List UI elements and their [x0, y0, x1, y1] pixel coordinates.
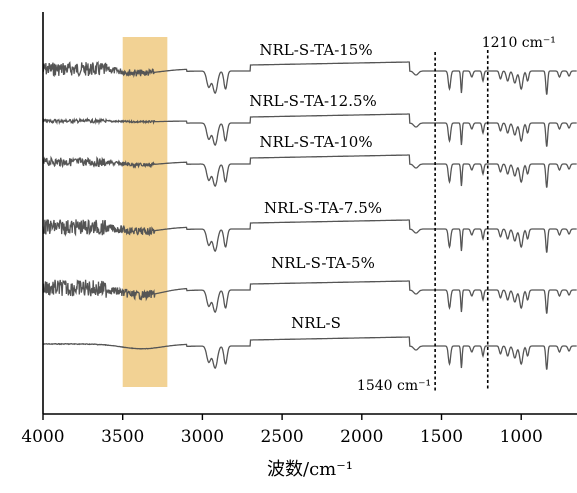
- ref-label-1540: 1540 cm⁻¹: [357, 378, 431, 394]
- reference-lines: 1540 cm⁻¹ 1210 cm⁻¹: [357, 35, 556, 394]
- x-ticks: 4000 3500 3000 2500 2000 1500 1000: [21, 414, 543, 447]
- ref-label-1210: 1210 cm⁻¹: [482, 35, 556, 51]
- x-axis-label: 波数/cm⁻¹: [267, 459, 353, 480]
- series-label: NRL-S: [291, 314, 341, 332]
- x-tick-label: 2000: [340, 427, 383, 447]
- series-group: [42, 60, 577, 370]
- series-line: [42, 279, 577, 314]
- highlight-band: [122, 37, 168, 387]
- series-line: [42, 154, 577, 188]
- axes: [42, 12, 577, 415]
- x-tick-label: 4000: [21, 427, 64, 447]
- series-label: NRL-S-TA-7.5%: [264, 199, 382, 217]
- x-tick-label: 2500: [260, 427, 303, 447]
- x-tick-label: 1500: [420, 427, 463, 447]
- series-label: NRL-S-TA-5%: [271, 254, 375, 272]
- series-labels: NRL-S-TA-15% NRL-S-TA-12.5% NRL-S-TA-10%…: [249, 41, 382, 332]
- series-label: NRL-S-TA-12.5%: [249, 92, 377, 110]
- series-line: [42, 336, 577, 370]
- series-label: NRL-S-TA-10%: [259, 133, 372, 151]
- x-tick-label: 1000: [500, 427, 543, 447]
- series-line: [42, 60, 577, 95]
- x-tick-label: 3500: [101, 427, 144, 447]
- x-tick-label: 3000: [181, 427, 224, 447]
- series-label: NRL-S-TA-15%: [259, 41, 372, 59]
